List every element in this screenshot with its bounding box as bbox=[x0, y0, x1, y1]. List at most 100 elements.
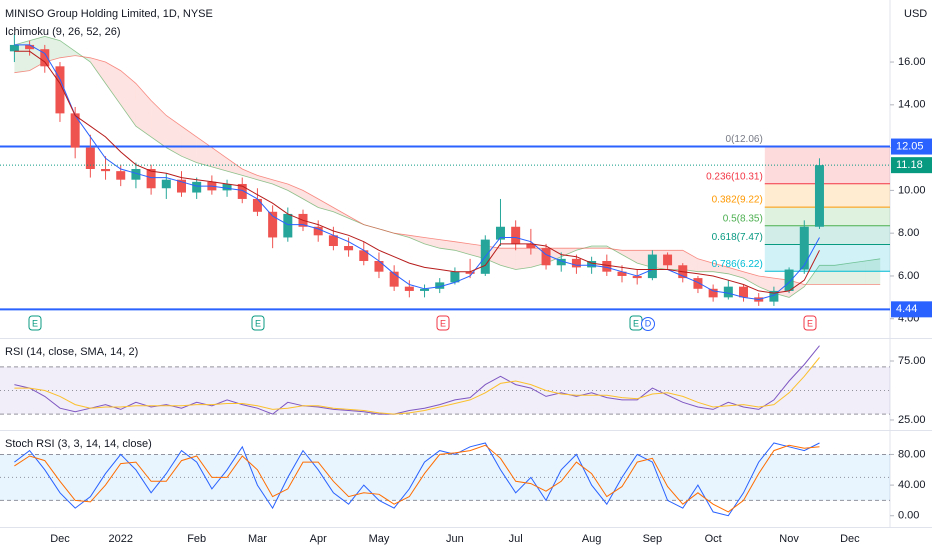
candle-body bbox=[389, 271, 399, 287]
candle-body bbox=[70, 113, 80, 148]
y-tick-label: 16.00 bbox=[898, 56, 926, 68]
cloud-segment bbox=[424, 237, 440, 249]
indicator-line bbox=[14, 444, 820, 513]
fib-label: 0.5(8.35) bbox=[723, 213, 763, 224]
event-badge bbox=[803, 315, 817, 331]
event-label: E bbox=[633, 318, 639, 328]
fib-label: 0(12.06) bbox=[726, 134, 763, 145]
cloud-segment bbox=[105, 62, 121, 105]
event-badge bbox=[251, 315, 265, 331]
y-tick-label: 75.00 bbox=[898, 355, 926, 367]
cloud-segment bbox=[242, 169, 258, 180]
y-tick-label: 80.00 bbox=[898, 448, 926, 460]
event-badge bbox=[28, 315, 42, 331]
y-tick-label: 6.00 bbox=[898, 270, 919, 282]
price-tag-label: 4.44 bbox=[896, 303, 917, 315]
fib-band bbox=[764, 225, 890, 245]
y-tick-label: 40.00 bbox=[898, 479, 926, 491]
candle-body bbox=[176, 179, 186, 193]
candle-body bbox=[131, 169, 141, 180]
indicator-line bbox=[14, 357, 820, 415]
candle-body bbox=[617, 271, 627, 276]
x-tick-label: Dec bbox=[840, 533, 860, 545]
cloud-segment bbox=[515, 248, 531, 270]
candle-body bbox=[283, 213, 293, 238]
x-tick-label: Oct bbox=[705, 533, 722, 545]
price-tag bbox=[891, 138, 932, 155]
candle-body bbox=[252, 198, 262, 212]
event-label: E bbox=[440, 318, 446, 328]
candle-body bbox=[359, 250, 369, 261]
candle-body bbox=[435, 282, 445, 289]
candle-body bbox=[784, 269, 794, 291]
event-badges: E E E E D E bbox=[28, 315, 817, 331]
candle-body bbox=[192, 181, 202, 193]
x-tick-label: May bbox=[369, 533, 390, 545]
candle-body bbox=[556, 258, 566, 266]
cloud-segment bbox=[819, 265, 835, 285]
candle-body bbox=[541, 248, 551, 266]
cloud-segment bbox=[303, 190, 319, 208]
cloud-segment bbox=[758, 275, 774, 294]
fib-band bbox=[764, 207, 890, 226]
span-b-line bbox=[14, 55, 881, 285]
price-tag-label: 11.18 bbox=[896, 159, 923, 171]
cloud-segment bbox=[439, 239, 455, 251]
x-tick-label: Jun bbox=[446, 533, 464, 545]
plot-layer: 4.006.008.0010.0012.0014.0016.000(12.06)… bbox=[0, 34, 932, 545]
candle-body bbox=[40, 49, 50, 67]
cloud-segment bbox=[287, 183, 304, 199]
candle-body bbox=[237, 183, 247, 199]
cloud-segment bbox=[90, 57, 106, 84]
candle-body bbox=[450, 271, 460, 283]
cloud-segment bbox=[728, 267, 744, 279]
candle-body bbox=[739, 286, 749, 298]
candle-body bbox=[708, 288, 718, 298]
candle-body bbox=[161, 179, 171, 189]
candle-body bbox=[25, 44, 35, 50]
candle-body bbox=[268, 211, 278, 238]
candle-body bbox=[769, 290, 779, 302]
y-tick-label: 8.00 bbox=[898, 227, 919, 239]
candle-body bbox=[814, 165, 824, 227]
y-tick-label: 14.00 bbox=[898, 99, 926, 111]
y-tick-label: 0.00 bbox=[898, 510, 919, 522]
cloud-segment bbox=[196, 136, 212, 167]
indicator-line bbox=[14, 442, 820, 517]
candle-body bbox=[9, 44, 19, 52]
cloud-segment bbox=[834, 263, 850, 285]
x-tick-label: Feb bbox=[187, 533, 206, 545]
candle-body bbox=[328, 235, 338, 247]
cloud-segment bbox=[500, 248, 516, 270]
symbol-title: MINISO Group Holding Limited, 1D, NYSE bbox=[5, 8, 213, 20]
cloud-segment bbox=[211, 147, 228, 172]
y-tick-label: 25.00 bbox=[898, 414, 926, 426]
candle-body bbox=[344, 246, 354, 251]
cloud-segment bbox=[561, 248, 577, 257]
x-tick-label: Mar bbox=[248, 533, 267, 545]
cloud-segment bbox=[743, 271, 759, 287]
candle-body bbox=[374, 260, 384, 272]
candle-body bbox=[101, 169, 111, 172]
indicator-title: Ichimoku (9, 26, 52, 26) bbox=[5, 26, 121, 38]
cloud-segment bbox=[120, 70, 136, 127]
conversion-line bbox=[14, 44, 820, 301]
fib-label: 0.618(7.47) bbox=[712, 232, 763, 243]
cloud-segment bbox=[713, 263, 729, 274]
event-label: E bbox=[255, 318, 261, 328]
price-tag bbox=[891, 157, 932, 174]
candle-body bbox=[313, 226, 323, 236]
candle-body bbox=[85, 147, 95, 169]
price-tag-label: 12.05 bbox=[896, 140, 924, 152]
event-label: E bbox=[807, 318, 813, 328]
rsi-title: RSI (14, close, SMA, 14, 2) bbox=[5, 346, 138, 358]
candle-body bbox=[495, 226, 505, 240]
candle-body bbox=[55, 66, 65, 114]
fib-band bbox=[764, 146, 890, 184]
candle-body bbox=[465, 271, 475, 274]
currency-label: USD bbox=[904, 8, 927, 20]
event-label: D bbox=[645, 318, 652, 328]
candle-body bbox=[526, 243, 536, 249]
cloud-segment bbox=[59, 40, 76, 58]
